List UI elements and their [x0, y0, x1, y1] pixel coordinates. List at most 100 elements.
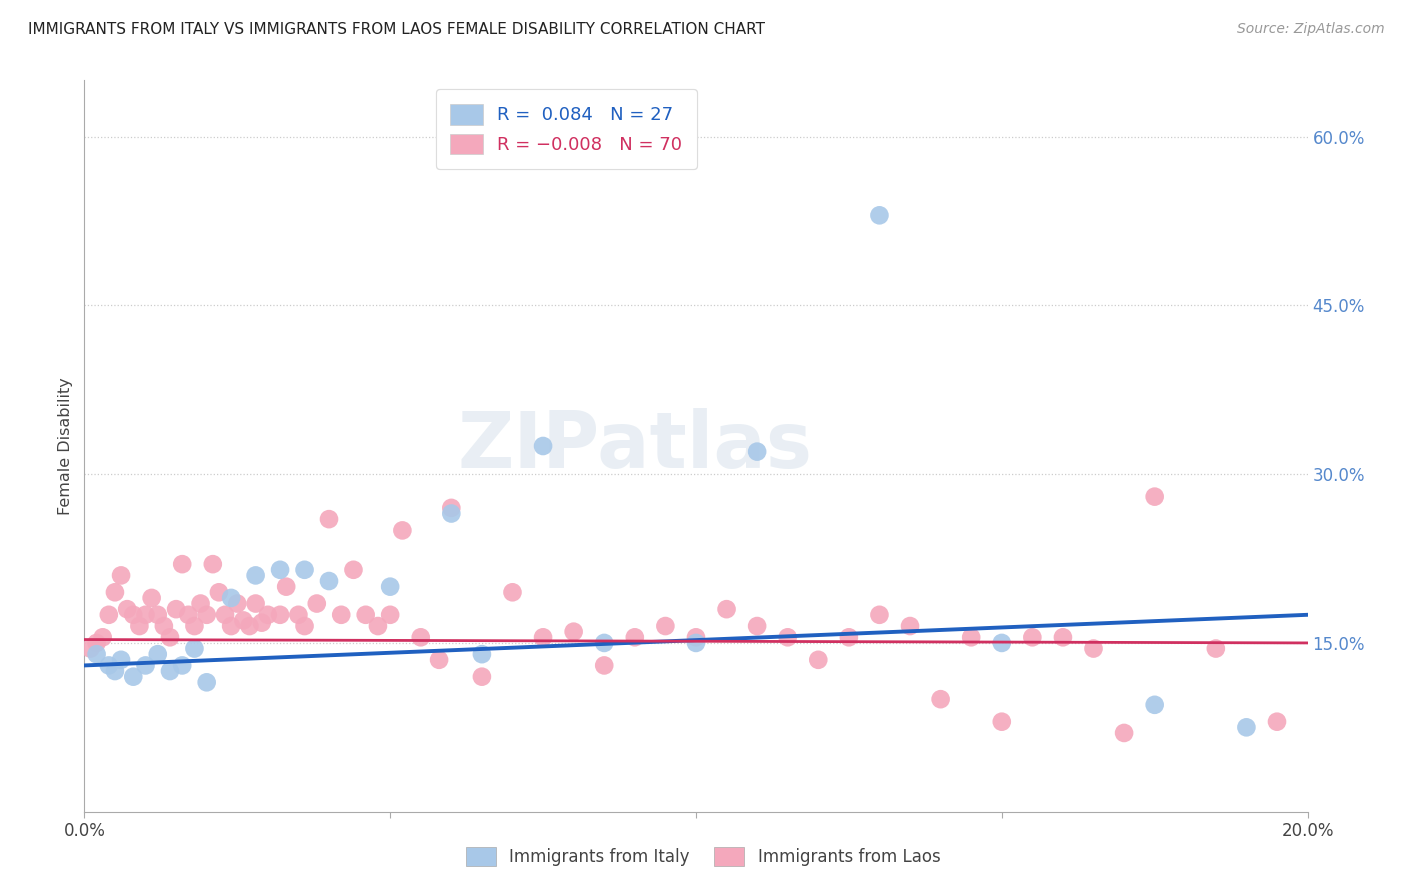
Point [1143, 490, 1166, 504]
Point [318, 512, 340, 526]
Point [1236, 720, 1258, 734]
Legend: Immigrants from Italy, Immigrants from Laos: Immigrants from Italy, Immigrants from L… [457, 838, 949, 875]
Point [898, 619, 921, 633]
Point [226, 597, 249, 611]
Point [135, 658, 157, 673]
Text: Source: ZipAtlas.com: Source: ZipAtlas.com [1237, 22, 1385, 37]
Point [250, 615, 273, 630]
Point [716, 602, 738, 616]
Point [232, 614, 254, 628]
Point [991, 636, 1014, 650]
Point [159, 630, 181, 644]
Point [190, 597, 212, 611]
Point [593, 658, 616, 673]
Point [593, 636, 616, 650]
Point [141, 591, 163, 605]
Point [104, 585, 127, 599]
Point [960, 630, 983, 644]
Point [122, 670, 145, 684]
Point [287, 607, 309, 622]
Point [391, 524, 413, 538]
Point [776, 630, 799, 644]
Point [869, 607, 891, 622]
Point [471, 670, 494, 684]
Point [219, 619, 242, 633]
Point [1114, 726, 1136, 740]
Point [380, 580, 402, 594]
Point [747, 619, 769, 633]
Point [177, 607, 200, 622]
Point [172, 658, 194, 673]
Point [104, 664, 127, 678]
Point [146, 607, 169, 622]
Point [409, 630, 432, 644]
Point [110, 568, 132, 582]
Point [257, 607, 280, 622]
Text: ZIPatlas: ZIPatlas [457, 408, 813, 484]
Point [1143, 698, 1166, 712]
Point [685, 630, 707, 644]
Point [135, 607, 157, 622]
Point [146, 647, 169, 661]
Point [91, 630, 114, 644]
Point [214, 607, 236, 622]
Point [183, 619, 205, 633]
Point [97, 607, 120, 622]
Point [747, 444, 769, 458]
Point [269, 563, 291, 577]
Point [330, 607, 353, 622]
Point [440, 500, 463, 515]
Point [562, 624, 585, 639]
Point [305, 597, 328, 611]
Point [342, 563, 364, 577]
Point [654, 619, 676, 633]
Point [245, 597, 267, 611]
Point [115, 602, 138, 616]
Point [1265, 714, 1288, 729]
Point [79, 641, 101, 656]
Point [110, 653, 132, 667]
Point [219, 591, 242, 605]
Point [318, 574, 340, 588]
Point [1052, 630, 1074, 644]
Point [172, 557, 194, 571]
Point [1083, 641, 1105, 656]
Point [624, 630, 647, 644]
Point [86, 636, 108, 650]
Point [208, 585, 231, 599]
Point [122, 607, 145, 622]
Point [183, 641, 205, 656]
Legend: R =  0.084   N = 27, R = −0.008   N = 70: R = 0.084 N = 27, R = −0.008 N = 70 [436, 89, 697, 169]
Point [531, 439, 554, 453]
Point [354, 607, 377, 622]
Point [991, 714, 1014, 729]
Point [440, 507, 463, 521]
Point [97, 658, 120, 673]
Point [86, 647, 108, 661]
Point [531, 630, 554, 644]
Point [276, 580, 298, 594]
Point [238, 619, 260, 633]
Point [685, 636, 707, 650]
Point [195, 607, 218, 622]
Point [159, 664, 181, 678]
Point [1205, 641, 1227, 656]
Point [502, 585, 524, 599]
Point [807, 653, 830, 667]
Point [838, 630, 860, 644]
Point [367, 619, 389, 633]
Point [294, 563, 316, 577]
Point [427, 653, 450, 667]
Point [153, 619, 176, 633]
Point [380, 607, 402, 622]
Point [195, 675, 218, 690]
Point [929, 692, 952, 706]
Point [201, 557, 224, 571]
Y-axis label: Female Disability: Female Disability [58, 377, 73, 515]
Point [1021, 630, 1043, 644]
Point [294, 619, 316, 633]
Point [165, 602, 187, 616]
Point [245, 568, 267, 582]
Point [128, 619, 150, 633]
Point [269, 607, 291, 622]
